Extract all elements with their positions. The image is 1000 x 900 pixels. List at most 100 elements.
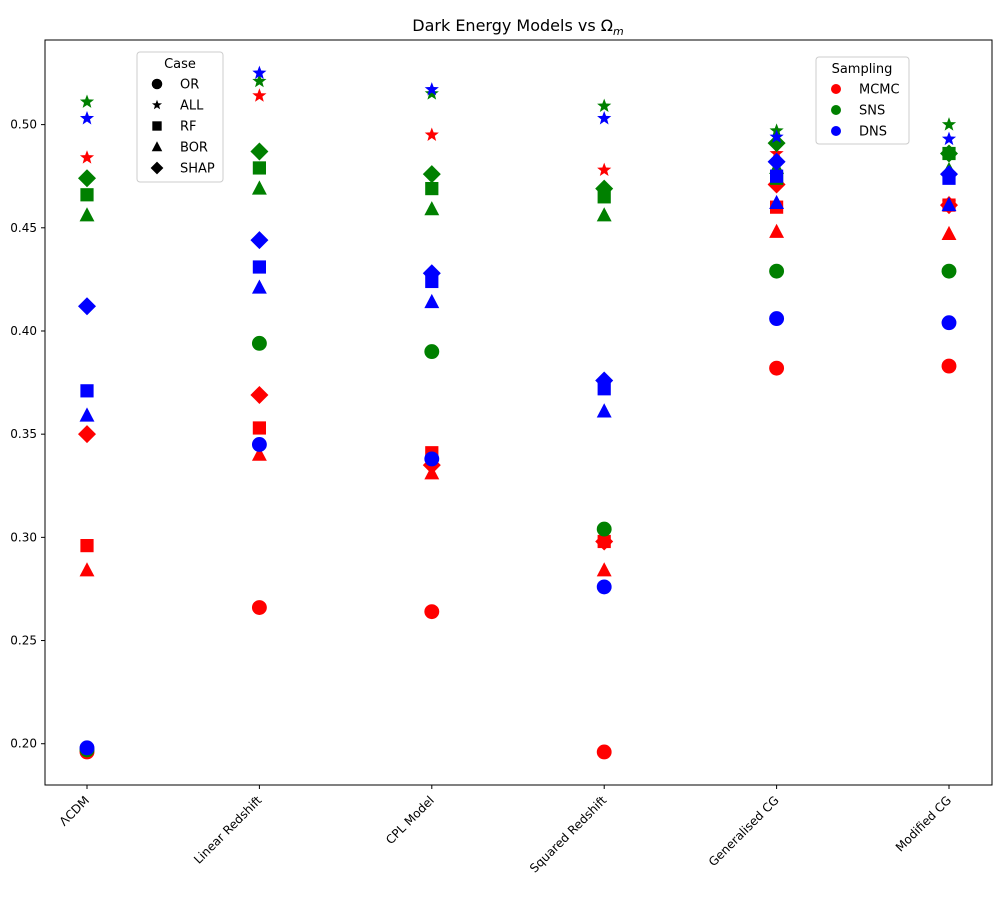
legend-case-title: Case <box>164 57 196 72</box>
point-dns-shap <box>422 264 441 283</box>
legend-marker-rf <box>152 121 162 131</box>
point-mcmc-bor <box>79 562 95 577</box>
point-sns-all <box>424 86 439 100</box>
point-mcmc-shap <box>595 532 614 551</box>
point-sns-bor <box>424 201 440 216</box>
y-tick-label: 0.45 <box>10 221 37 235</box>
point-dns-rf <box>252 260 266 274</box>
legend-sampling: Sampling MCMC SNS DNS <box>815 56 910 145</box>
legend-sampling-label: DNS <box>859 125 887 140</box>
point-dns-bor <box>769 194 785 210</box>
point-mcmc-bor <box>251 446 267 461</box>
point-dns-bor <box>941 196 957 212</box>
x-axis: ΛCDM Linear Redshift CPL Model Squared Reds… <box>57 785 954 876</box>
legend-sampling-box <box>815 56 910 145</box>
legend-marker-bor <box>151 141 163 152</box>
point-sns-rf <box>80 188 94 202</box>
y-tick-label: 0.50 <box>10 118 37 132</box>
plot-area <box>44 39 993 786</box>
point-dns-all <box>941 131 957 146</box>
point-dns-shap <box>595 371 614 390</box>
y-tick-label: 0.25 <box>10 634 37 648</box>
point-dns-rf <box>80 384 94 398</box>
point-dns-or <box>424 451 440 467</box>
point-mcmc-or <box>251 600 267 615</box>
point-mcmc-all <box>597 162 612 177</box>
x-tick-label: Squared Redshift <box>527 793 610 876</box>
point-mcmc-or <box>769 360 785 376</box>
point-mcmc-rf <box>80 539 94 553</box>
point-dns-all <box>79 110 95 125</box>
data-points <box>78 65 958 760</box>
point-sns-or <box>941 263 957 279</box>
point-dns-shap <box>767 152 786 171</box>
x-tick-label: Modified CG <box>893 793 954 854</box>
point-sns-bor <box>596 207 612 222</box>
point-mcmc-rf <box>252 421 266 435</box>
legend-case-label: OR <box>180 78 199 93</box>
plot-frame <box>44 39 993 786</box>
point-dns-shap <box>940 165 958 184</box>
legend-marker-mcmc <box>831 84 841 94</box>
point-dns-or <box>941 315 957 331</box>
point-dns-shap <box>78 297 96 316</box>
point-sns-shap <box>767 134 786 153</box>
point-sns-shap <box>940 144 958 163</box>
point-dns-shap <box>250 231 269 250</box>
point-sns-shap <box>595 179 614 198</box>
point-sns-shap <box>250 142 269 161</box>
legend-case-label: BOR <box>180 141 208 156</box>
point-dns-rf <box>770 169 784 183</box>
point-sns-or <box>251 335 267 351</box>
legend-marker-or <box>151 78 163 90</box>
point-dns-or <box>79 740 95 756</box>
y-axis: 0.20 0.25 0.30 0.35 0.40 0.45 0.50 <box>10 118 45 751</box>
x-tick-label: ΛCDM <box>57 793 92 828</box>
point-dns-all <box>769 129 784 144</box>
legend-sampling-title: Sampling <box>832 62 893 77</box>
legend-marker-all <box>151 99 163 110</box>
legend-case: Case OR ALL RF BOR SHAP <box>136 51 224 183</box>
legend-case-label: ALL <box>180 99 204 114</box>
legend-case-label: RF <box>180 120 197 135</box>
point-sns-all <box>252 73 267 88</box>
point-sns-rf <box>425 181 439 196</box>
point-dns-all <box>424 82 439 96</box>
point-mcmc-all <box>424 127 439 141</box>
point-sns-or <box>424 344 440 360</box>
point-dns-or <box>596 579 612 595</box>
point-sns-shap <box>422 165 441 184</box>
legend-marker-sns <box>831 105 841 115</box>
chart-title: Dark Energy Models vs Ωm <box>412 16 623 38</box>
legend-case-label: SHAP <box>180 162 215 177</box>
point-dns-bor <box>79 407 95 422</box>
point-mcmc-all <box>79 150 95 164</box>
y-tick-label: 0.20 <box>10 737 37 751</box>
point-sns-shap <box>78 169 96 188</box>
legend-sampling-label: MCMC <box>859 83 900 98</box>
chart-title-main: Dark Energy Models vs Ω <box>412 16 613 35</box>
point-dns-bor <box>251 279 267 294</box>
point-dns-all <box>597 110 612 125</box>
point-sns-all <box>597 98 612 113</box>
point-mcmc-all <box>252 88 267 102</box>
y-tick-label: 0.35 <box>10 427 37 441</box>
x-tick-label: CPL Model <box>383 793 437 847</box>
point-mcmc-bor <box>769 223 785 238</box>
legend-marker-shap <box>150 161 164 175</box>
point-dns-or <box>769 311 785 327</box>
point-dns-bor <box>596 403 612 418</box>
point-mcmc-shap <box>78 425 96 444</box>
x-tick-label: Linear Redshift <box>191 793 265 867</box>
y-tick-label: 0.30 <box>10 530 37 544</box>
point-sns-bor <box>251 180 267 195</box>
point-dns-all <box>252 65 267 80</box>
point-mcmc-or <box>596 744 612 760</box>
point-sns-all <box>79 94 95 108</box>
point-mcmc-or <box>941 358 957 374</box>
legend-marker-dns <box>831 126 841 136</box>
y-tick-label: 0.40 <box>10 324 37 338</box>
point-sns-rf <box>252 161 266 175</box>
point-mcmc-bor <box>941 225 957 240</box>
